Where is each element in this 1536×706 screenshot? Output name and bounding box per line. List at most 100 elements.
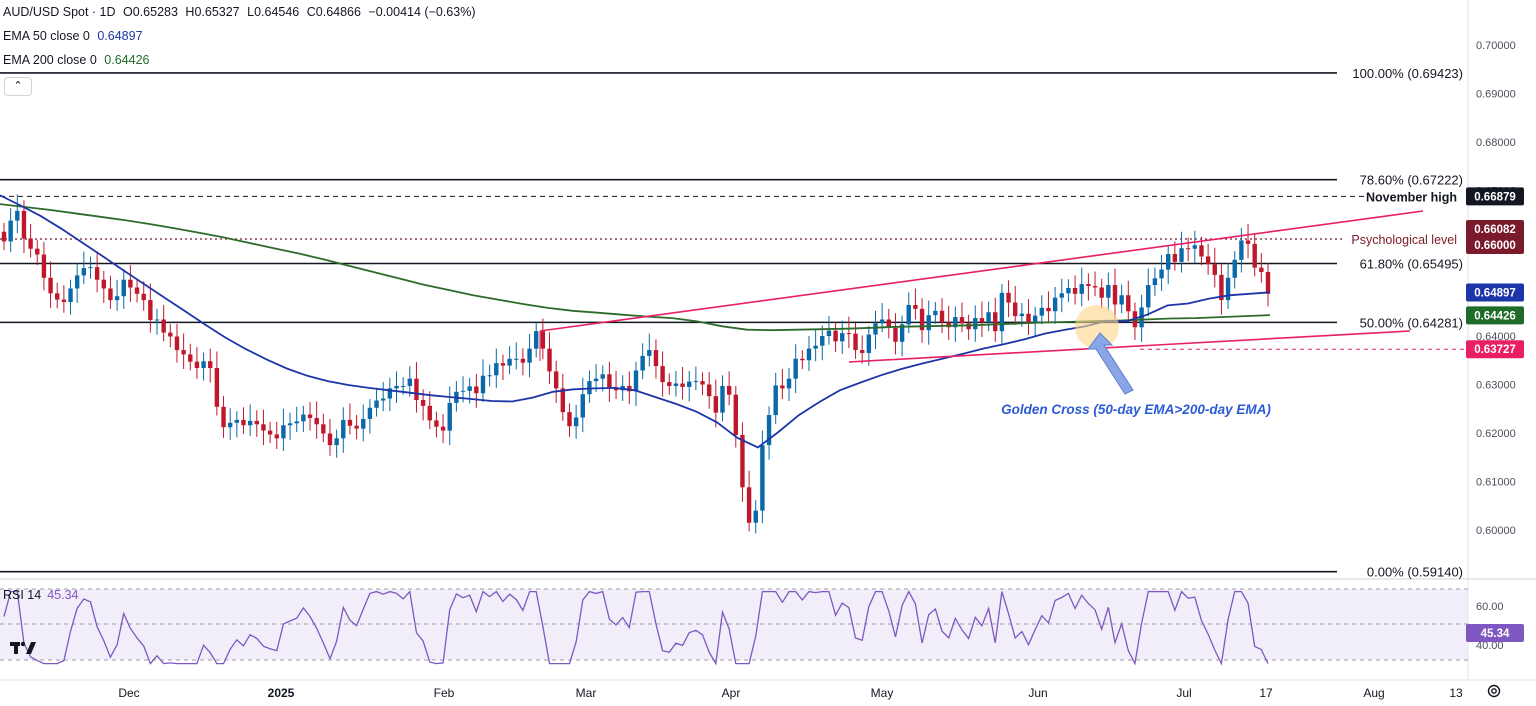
tradingview-logo-icon[interactable] (10, 640, 36, 661)
candle-body (1019, 313, 1025, 317)
candle-body (886, 319, 891, 328)
price-axis-label: 0.66879 (1466, 187, 1524, 206)
rsi-legend[interactable]: RSI 14 45.34 (3, 588, 79, 602)
candle-body (28, 238, 33, 249)
candle-body (673, 383, 679, 386)
candle-body (653, 350, 659, 367)
price-label-box (1466, 283, 1524, 302)
candle-body (1239, 240, 1244, 260)
candle-body (514, 358, 519, 360)
candle-body (853, 333, 858, 351)
y-tick-label: 0.64000 (1476, 331, 1516, 343)
chevron-up-icon: ⌃ (13, 80, 23, 92)
y-tick-label: 0.60000 (1476, 525, 1516, 537)
candle-body (959, 317, 965, 324)
y-tick-label: 0.62000 (1476, 428, 1516, 440)
golden-cross-arrow (1087, 332, 1134, 395)
x-tick-label: Dec (118, 686, 139, 700)
candle-body (221, 406, 226, 428)
candle-body (1146, 285, 1151, 308)
candle-body (647, 350, 652, 356)
candle-body (1199, 245, 1204, 257)
price-label-box (1466, 340, 1524, 359)
x-tick-label: Apr (722, 686, 741, 700)
candle-body (773, 385, 778, 416)
candle-body (706, 384, 712, 397)
candle-body (993, 312, 998, 332)
candle-body (1219, 274, 1224, 301)
golden-cross-label: Golden Cross (50-day EMA>200-day EMA) (1001, 402, 1271, 417)
candle-body (1099, 287, 1104, 298)
candle-body (81, 268, 87, 276)
ema50-value: 0.64897 (97, 29, 143, 43)
price-label-box (1466, 306, 1524, 325)
candle-body (1172, 254, 1178, 262)
candle-body (507, 358, 512, 366)
high-label: H (185, 5, 195, 19)
collapse-legend-button[interactable]: ⌃ (4, 77, 32, 96)
candle-body (394, 385, 399, 389)
candle-body (154, 319, 160, 321)
candle-body (1032, 315, 1038, 323)
fib-level-label: 78.60% (0.67222) (1360, 173, 1463, 188)
candle-body (913, 304, 918, 309)
psychological-level-label: Psychological level (1351, 233, 1457, 247)
candle-body (254, 420, 259, 425)
candle-body (527, 348, 532, 363)
candle-body (1112, 285, 1118, 305)
upper-channel-line (539, 210, 1424, 332)
candle-body (593, 378, 599, 382)
candle-body (846, 333, 852, 335)
fib-level-label: 100.00% (0.69423) (1352, 66, 1463, 81)
candle-body (687, 381, 692, 387)
rsi-tick-label: 40.00 (1476, 640, 1504, 652)
ema200-legend[interactable]: EMA 200 close 0 0.64426 (3, 53, 153, 67)
candle-body (859, 350, 865, 353)
candle-body (966, 323, 971, 330)
candle-body (341, 419, 346, 439)
candle-body (74, 275, 80, 289)
candle-body (667, 382, 672, 386)
candle-body (1126, 295, 1131, 312)
candle-body (1072, 287, 1078, 294)
candle-body (480, 375, 486, 394)
candle-body (148, 300, 153, 320)
candle-body (21, 210, 27, 239)
candle-body (494, 363, 499, 376)
x-tick-label: 17 (1259, 686, 1273, 700)
price-label-text: 0.66082 (1474, 224, 1516, 236)
ema50-line (0, 194, 1271, 449)
candle-body (387, 388, 393, 399)
candle-body (108, 288, 113, 301)
candle-body (1092, 286, 1098, 288)
candle-body (314, 417, 319, 425)
candle-body (447, 402, 452, 431)
candle-body (35, 248, 40, 255)
candle-body (1159, 269, 1164, 279)
candle-body (41, 254, 47, 278)
gear-icon[interactable] (1486, 683, 1502, 699)
price-label-box (1466, 187, 1524, 206)
open-value: 0.65283 (132, 5, 178, 19)
candle-body (899, 324, 905, 342)
close-label: C (306, 5, 316, 19)
candle-body (840, 333, 845, 342)
price-label-text: 0.66879 (1474, 191, 1516, 203)
candle-body (786, 378, 792, 389)
candle-body (1152, 278, 1158, 286)
candle-body (979, 318, 985, 323)
rsi-value: 45.34 (47, 588, 79, 602)
candle-body (114, 296, 120, 301)
candle-body (241, 419, 246, 426)
ema50-legend[interactable]: EMA 50 close 0 0.64897 (3, 29, 147, 43)
candle-body (261, 424, 266, 431)
candle-body (567, 412, 572, 427)
candle-body (427, 405, 432, 421)
candle-body (1232, 259, 1237, 278)
candle-body (933, 310, 938, 316)
candle-body (700, 381, 705, 385)
lower-channel-line (848, 330, 1411, 363)
candle-body (520, 358, 526, 363)
candle-body (1185, 248, 1191, 250)
